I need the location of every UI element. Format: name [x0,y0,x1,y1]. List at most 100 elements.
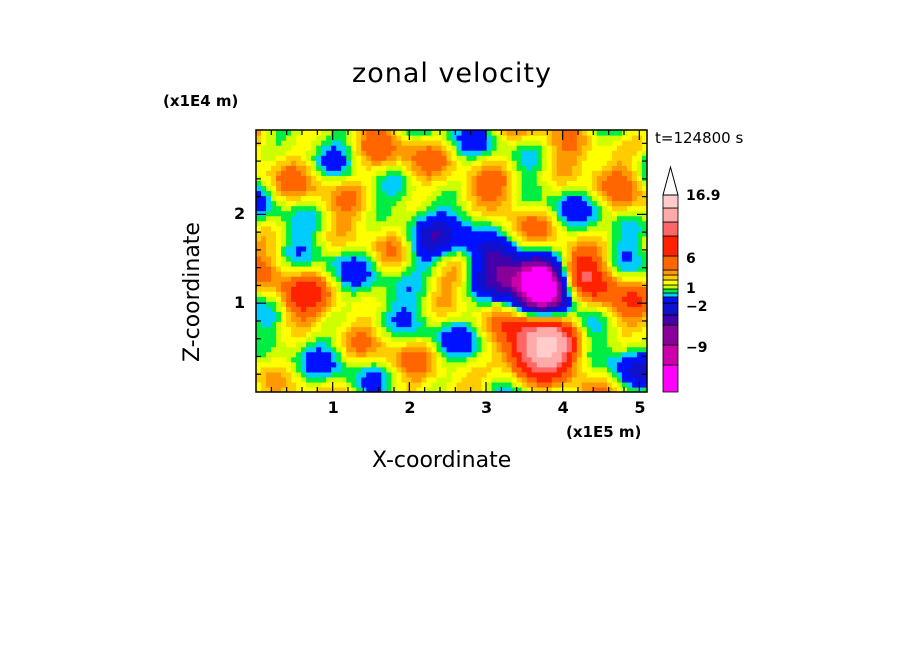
field-cell [321,271,327,277]
field-cell [561,130,568,136]
field-cell [361,306,367,312]
field-cell [346,210,352,217]
field-cell [321,150,327,156]
field-cell [541,140,548,146]
field-cell [581,281,588,287]
field-cell [631,250,638,257]
field-cell [606,145,613,151]
field-cell [636,346,643,353]
field-cell [496,351,503,358]
field-cell [501,225,508,232]
field-cell [431,210,438,217]
field-cell [396,220,402,227]
field-cell [466,361,473,368]
field-cell [356,230,362,237]
field-cell [616,210,623,217]
field-cell [381,346,387,353]
field-cell [476,321,483,328]
field-cell [476,220,483,227]
field-cell [596,306,603,312]
field-cell [421,346,428,353]
field-cell [466,346,473,353]
field-cell [501,346,508,353]
field-cell [416,225,423,232]
field-cell [386,175,392,181]
field-cell [486,215,493,222]
field-cell [551,326,558,333]
field-cell [371,255,377,262]
field-cell [316,286,322,292]
field-cell [571,321,578,328]
field-cell [541,301,548,307]
field-cell [556,351,563,358]
field-cell [556,286,563,292]
field-cell [261,215,267,222]
field-cell [311,165,317,171]
field-cell [481,366,488,373]
field-cell [566,210,573,217]
field-cell [616,321,623,328]
field-cell [521,225,528,232]
field-cell [371,235,377,242]
field-cell [531,140,538,146]
field-cell [516,220,523,227]
field-cell [346,240,352,247]
field-cell [576,346,583,353]
field-cell [386,281,392,287]
field-cell [551,245,558,252]
field-cell [601,155,608,161]
field-cell [456,371,463,378]
field-cell [531,165,538,171]
field-cell [481,371,488,378]
field-cell [301,276,307,282]
field-cell [276,220,282,227]
field-cell [326,230,332,237]
field-cell [431,190,438,197]
field-cell [301,371,307,378]
field-cell [461,170,468,176]
field-cell [581,321,588,328]
field-cell [316,140,322,146]
field-cell [401,331,407,338]
field-cell [431,165,438,171]
field-cell [401,155,407,161]
field-cell [376,170,382,176]
field-cell [611,215,618,222]
field-cell [546,155,553,161]
field-cell [571,286,578,292]
field-cell [291,271,297,277]
field-cell [446,200,453,207]
field-cell [271,296,277,302]
field-cell [491,346,498,353]
field-cell [401,296,407,302]
field-cell [451,175,458,181]
field-cell [546,366,553,373]
field-cell [596,321,603,328]
field-cell [436,336,443,343]
field-cell [281,150,287,156]
field-cell [281,381,287,388]
field-cell [316,281,322,287]
field-cell [546,386,553,392]
field-cell [366,255,372,262]
field-cell [286,376,292,383]
field-cell [276,271,282,277]
field-cell [606,261,613,267]
field-cell [381,316,387,323]
field-cell [376,311,382,318]
field-cell [626,145,633,151]
field-cell [346,341,352,348]
field-cell [281,301,287,307]
field-cell [286,366,292,373]
field-cell [506,215,513,222]
field-cell [401,185,407,192]
field-cell [561,235,568,242]
field-cell [326,361,332,368]
field-cell [476,140,483,146]
field-cell [281,331,287,338]
field-cell [261,311,267,318]
field-cell [631,346,638,353]
field-cell [331,336,337,343]
field-cell [266,346,272,353]
field-cell [306,301,312,307]
